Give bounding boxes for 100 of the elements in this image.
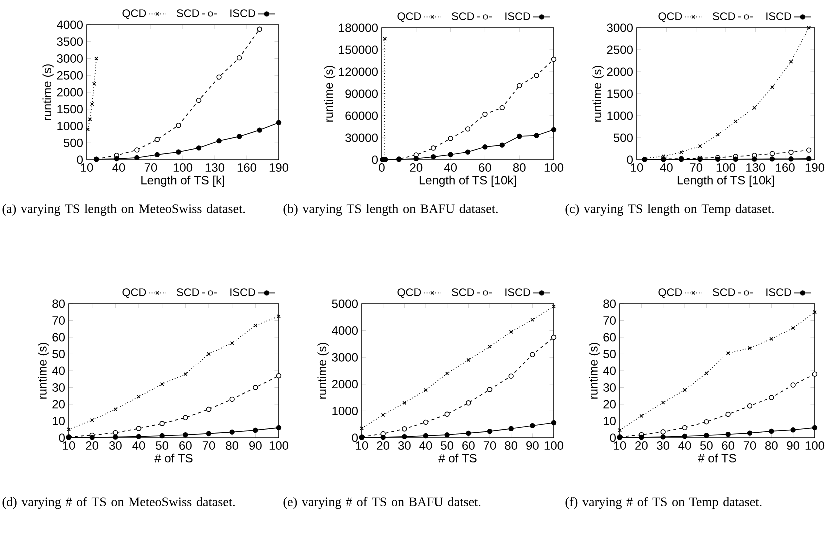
y-tick-label: 1000	[58, 122, 84, 130]
x-tick-label: 10	[81, 164, 94, 172]
x-tick-label: 40	[132, 442, 146, 450]
y-tick-label: 20	[604, 400, 616, 409]
y-tick-label: 2000	[57, 88, 84, 97]
x-tick-label: 100	[544, 442, 564, 450]
y-axis-title: runtime (s)	[42, 64, 54, 120]
y-tick-label: 50	[52, 350, 66, 358]
y-tick-label: 2000	[607, 68, 633, 76]
x-tick-label: 40	[420, 442, 432, 450]
legend-label: ISCD	[230, 10, 256, 18]
x-tick-label: 80	[505, 442, 518, 450]
text: (a) varying TS length on MeteoSwiss dataset.	[2, 204, 246, 216]
x-axis-title: # of TS	[154, 454, 193, 463]
x-tick-label: 40	[112, 164, 126, 172]
x-tick-label: 190	[806, 164, 825, 172]
x-tick-label: 30	[657, 442, 670, 450]
legend-label: ISCD	[766, 12, 792, 20]
x-tick-label: 130	[746, 164, 766, 172]
y-tick-label: 3500	[57, 38, 84, 46]
x-tick-label: 20	[377, 442, 390, 450]
legend-label: SCD	[452, 12, 474, 20]
y-tick-label: 4000	[57, 20, 84, 30]
x-tick-label: 20	[636, 442, 648, 450]
x-tick-label: 60	[479, 164, 492, 172]
x-tick-label: 60	[180, 442, 192, 450]
legend-label: ISCD	[766, 288, 792, 296]
y-tick-label: 5000	[332, 300, 358, 308]
legend-label: QCD	[398, 288, 422, 298]
x-tick-label: 130	[206, 164, 225, 172]
y-tick-label: 1000	[332, 406, 358, 416]
y-tick-label: 500	[64, 138, 84, 148]
y-tick-label: 50	[604, 350, 616, 358]
y-tick-label: 30	[52, 383, 66, 392]
y-tick-label: 3000	[57, 54, 84, 63]
legend-label: SCD	[177, 10, 200, 18]
x-tick-label: 90	[787, 442, 800, 450]
y-tick-label: 90000	[346, 90, 378, 98]
y-tick-label: 30	[604, 383, 616, 392]
y-tick-label: 3000	[332, 353, 358, 362]
text: (b) varying TS length on BAFU dataset.	[284, 204, 498, 216]
y-tick-label: 0	[59, 434, 66, 442]
x-tick-label: 100	[716, 164, 736, 172]
x-tick-label: 50	[700, 442, 713, 450]
legend-label: SCD	[177, 288, 200, 296]
y-tick-label: 80	[604, 300, 616, 308]
y-tick-label: 20	[52, 400, 66, 409]
y-tick-label: 1500	[608, 90, 633, 98]
x-tick-label: 60	[722, 442, 735, 450]
x-tick-label: 100	[544, 164, 564, 172]
y-axis-title: runtime (s)	[318, 343, 329, 399]
x-tick-label: 50	[441, 442, 454, 450]
legend-label: QCD	[122, 288, 146, 298]
legend-label: SCD	[452, 288, 474, 296]
legend-label: QCD	[658, 288, 682, 298]
y-tick-label: 70	[52, 316, 66, 325]
y-tick-label: 180000	[339, 24, 378, 32]
y-tick-label: 70	[604, 316, 616, 325]
y-tick-label: 2000	[332, 380, 358, 389]
legend-label: SCD	[713, 288, 736, 296]
y-tick-label: 0	[372, 156, 378, 164]
x-tick-label: 60	[462, 442, 475, 450]
x-tick-label: 160	[776, 164, 795, 172]
x-tick-label: 40	[660, 164, 673, 172]
x-tick-label: 70	[690, 164, 703, 172]
x-tick-label: 30	[109, 442, 122, 450]
text: (d) varying # of TS on MeteoSwiss dataset.	[2, 497, 235, 510]
text: (c) varying TS length on Temp dataset.	[566, 204, 774, 216]
legend-label: QCD	[398, 12, 422, 22]
legend-label: ISCD	[230, 288, 256, 296]
x-tick-label: 90	[250, 442, 262, 450]
x-tick-label: 70	[202, 442, 216, 450]
x-tick-label: 100	[270, 442, 289, 450]
y-axis-title: runtime (s)	[324, 66, 336, 122]
x-tick-label: 70	[744, 442, 756, 450]
legend-label: QCD	[658, 12, 682, 22]
x-tick-label: 50	[156, 442, 169, 450]
y-tick-label: 60	[604, 333, 616, 342]
y-tick-label: 1500	[58, 105, 84, 114]
y-tick-label: 0	[77, 156, 84, 164]
x-axis-title: Length of TS [10k]	[420, 176, 516, 188]
legend-label: QCD	[122, 10, 146, 20]
x-tick-label: 100	[174, 164, 193, 172]
x-axis-title: Length of TS [k]	[142, 176, 224, 188]
y-tick-label: 2500	[57, 71, 84, 80]
y-tick-label: 30000	[346, 134, 378, 142]
x-tick-label: 80	[226, 442, 239, 450]
x-tick-label: 70	[144, 164, 158, 172]
x-axis-title: Length of TS [10k]	[678, 176, 774, 188]
legend-label: ISCD	[506, 12, 530, 20]
x-tick-label: 20	[86, 442, 99, 450]
x-tick-label: 40	[678, 442, 692, 450]
y-tick-label: 60000	[346, 112, 378, 120]
y-axis-title: runtime (s)	[589, 343, 600, 399]
y-tick-label: 0	[610, 434, 616, 442]
x-tick-label: 20	[410, 164, 423, 172]
y-tick-label: 80	[52, 300, 66, 308]
y-axis-title: runtime (s)	[38, 343, 50, 399]
y-axis-title: runtime (s)	[592, 66, 604, 122]
y-tick-label: 3000	[607, 24, 633, 32]
